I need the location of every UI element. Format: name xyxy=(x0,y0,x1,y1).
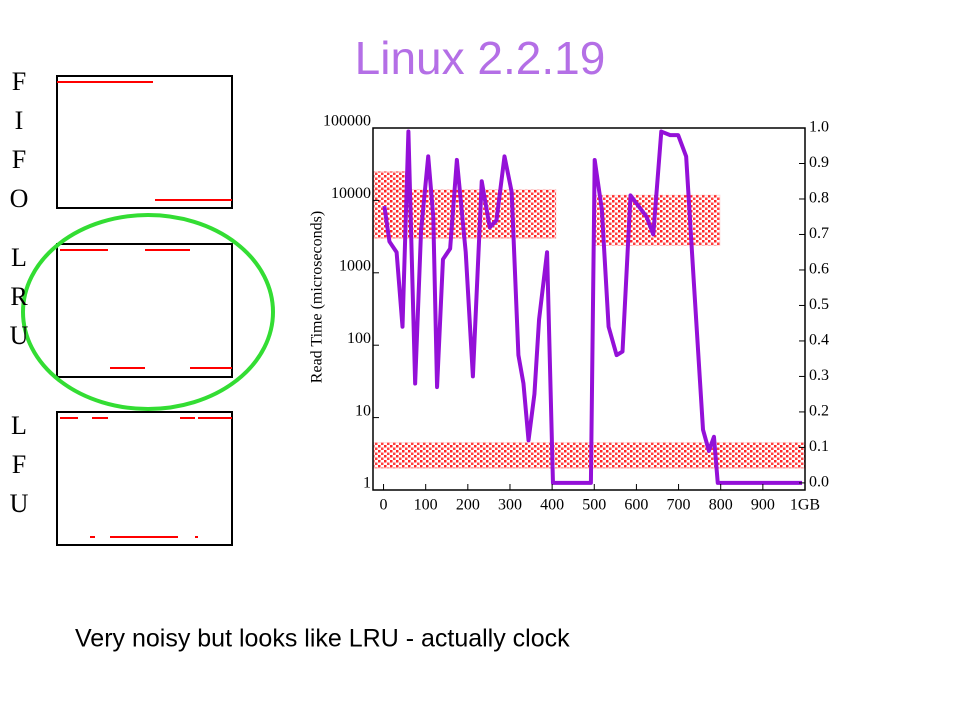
plot-frame xyxy=(372,127,806,491)
policy-label: FIFO xyxy=(9,67,29,213)
y-tick-label: 100 xyxy=(347,330,371,347)
lfu-box xyxy=(56,411,233,546)
y2-tick-label: 0.7 xyxy=(809,225,829,242)
x-tick-label: 400 xyxy=(540,497,564,514)
y-tick-label: 100000 xyxy=(323,113,371,130)
caption: Very noisy but looks like LRU - actually… xyxy=(75,625,570,653)
data-line xyxy=(382,129,803,485)
policy-label: LFU xyxy=(9,411,29,518)
fifo-box xyxy=(56,75,233,209)
y2-tick-label: 0.5 xyxy=(809,296,829,313)
slide-title: Linux 2.2.19 xyxy=(355,32,606,84)
y2-tick-label: 0.6 xyxy=(809,261,829,278)
y-tick-label: 10 xyxy=(355,402,371,419)
policy-label: LRU xyxy=(9,243,29,350)
x-tick-label: 500 xyxy=(582,497,606,514)
x-tick-label: 100 xyxy=(414,497,438,514)
y-tick-label: 10000 xyxy=(331,185,371,202)
x-tick-label: 900 xyxy=(751,497,775,514)
x-tick-label: 200 xyxy=(456,497,480,514)
x-tick-label: 600 xyxy=(624,497,648,514)
y-tick-label: 1000 xyxy=(339,257,371,274)
y2-tick-label: 1.0 xyxy=(809,119,829,136)
y2-tick-label: 0.9 xyxy=(809,154,829,171)
y-tick-label: 1 xyxy=(363,475,371,492)
x-tick-label: 300 xyxy=(498,497,522,514)
y2-tick-label: 0.0 xyxy=(809,474,829,491)
y2-tick-label: 0.3 xyxy=(809,367,829,384)
scatter-band xyxy=(373,171,410,191)
y-axis-label: Read Time (microseconds) xyxy=(309,211,326,383)
y2-tick-label: 0.8 xyxy=(809,190,829,207)
lru-box xyxy=(56,243,233,378)
y2-tick-label: 0.1 xyxy=(809,438,829,455)
x-tick-label: 1GB xyxy=(790,497,820,514)
y2-tick-label: 0.4 xyxy=(809,332,829,349)
x-tick-label: 800 xyxy=(709,497,733,514)
policy-diagrams xyxy=(21,75,275,546)
x-tick-label: 700 xyxy=(667,497,691,514)
x-tick-label: 0 xyxy=(380,497,388,514)
y2-tick-label: 0.2 xyxy=(809,403,829,420)
highlight-ellipse xyxy=(21,213,275,411)
